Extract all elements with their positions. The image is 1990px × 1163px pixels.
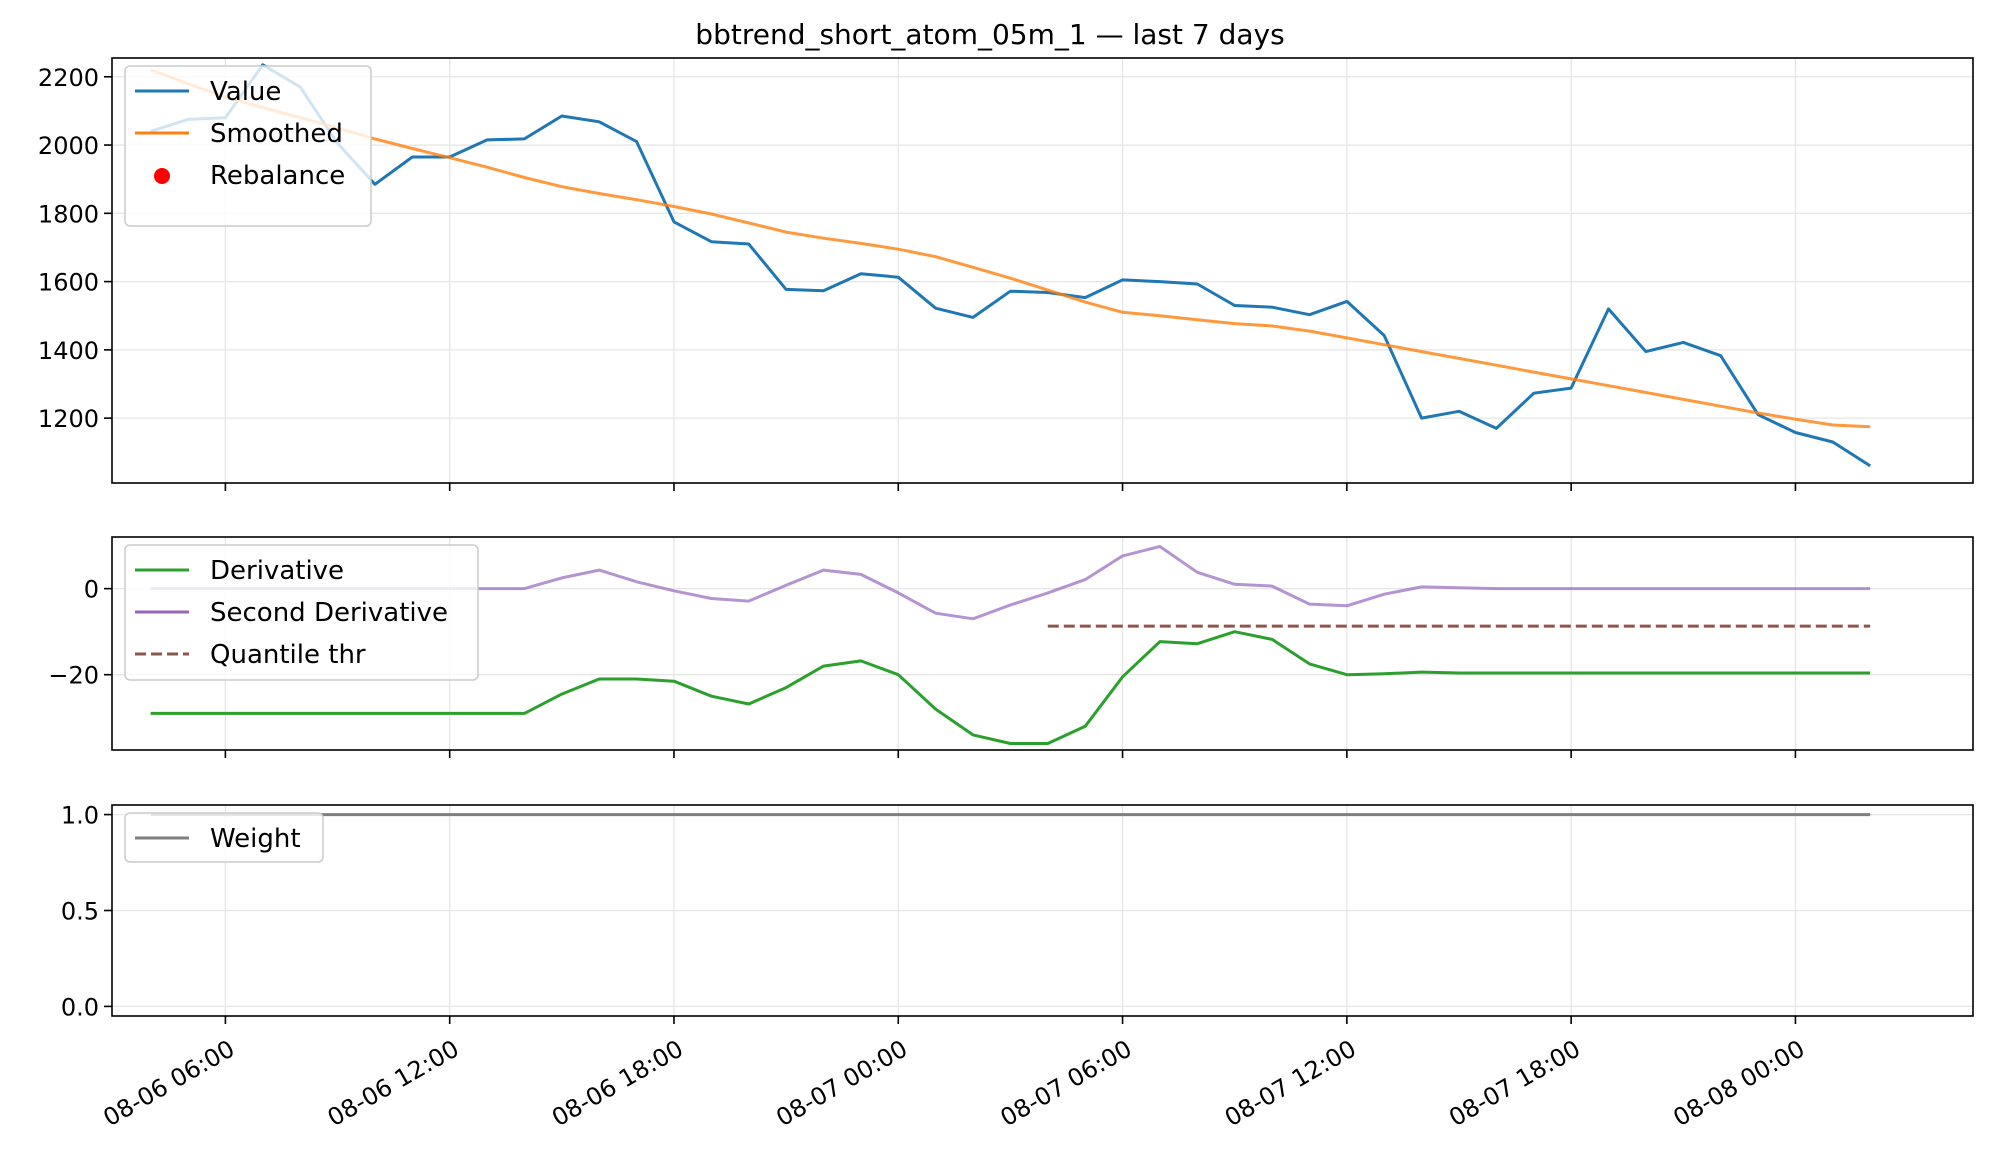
y-tick-label: 1.0 [61, 802, 99, 830]
legend-marker-rebalance [154, 168, 170, 184]
legend-label-quantile-thr: Quantile thr [210, 640, 366, 670]
y-tick-label: 2200 [38, 64, 99, 92]
legend-label-smoothed: Smoothed [210, 119, 343, 149]
legend-label-value: Value [210, 77, 281, 107]
series-line-smoothed [150, 68, 1871, 429]
legend: Value Smoothed Rebalance [124, 65, 372, 227]
y-tick-label: 0.0 [61, 993, 99, 1021]
legend: Derivative Second Derivative Quantile thr [124, 544, 479, 681]
legend-label-rebalance: Rebalance [210, 161, 345, 191]
series-line-value [150, 63, 1872, 468]
y-tick-label: 1600 [38, 269, 99, 297]
legend: Weight [124, 812, 324, 863]
y-tick-label: 2000 [38, 132, 99, 160]
axes-frame [111, 536, 1974, 751]
series-line-derivative [150, 630, 1871, 745]
legend-box [124, 65, 372, 227]
legend-box [124, 544, 479, 681]
chart-title: bbtrend_short_atom_05m_1 — last 7 days [695, 18, 1284, 51]
legend-label-weight: Weight [210, 824, 301, 854]
series-line-second-derivative [150, 545, 1871, 621]
y-tick-label: 1800 [38, 200, 99, 228]
y-tick-label: 0 [84, 576, 99, 604]
legend-box [124, 812, 324, 863]
y-tick-label: 1200 [38, 405, 99, 433]
y-tick-label: 1400 [38, 337, 99, 365]
panel-middle: −20 0 Derivative Second Derivative Quantile … [48, 536, 1974, 758]
legend-label-second-derivative: Second Derivative [210, 598, 448, 628]
y-tick-label: −20 [48, 662, 99, 690]
axes-frame [111, 57, 1974, 484]
legend-label-derivative: Derivative [210, 556, 344, 586]
panel-top: 1200 1400 1600 1800 2000 2200 Value Smoothed Reb… [38, 57, 1974, 491]
y-tick-label: 0.5 [61, 898, 99, 926]
